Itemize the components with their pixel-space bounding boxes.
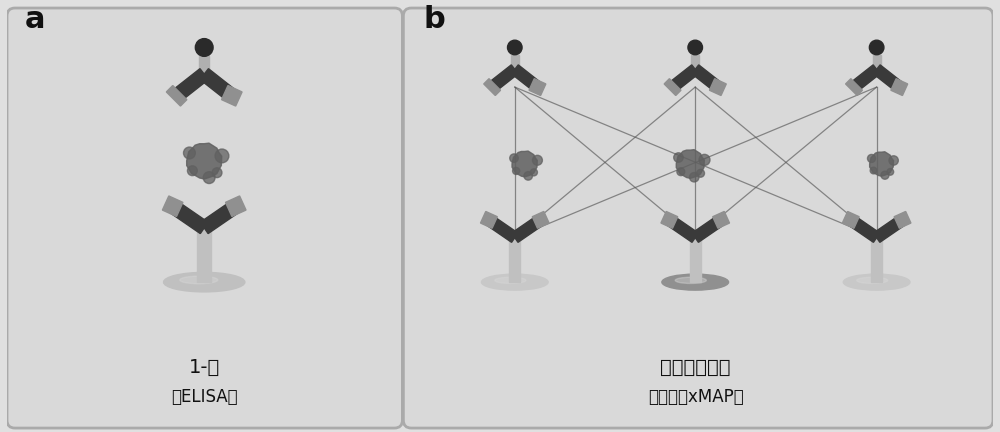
Polygon shape [512, 151, 537, 177]
Polygon shape [894, 212, 911, 228]
Polygon shape [489, 65, 518, 92]
Circle shape [530, 169, 537, 176]
Polygon shape [166, 86, 187, 106]
Polygon shape [691, 55, 699, 69]
Circle shape [889, 156, 898, 165]
Polygon shape [481, 212, 497, 228]
Circle shape [212, 168, 222, 178]
Circle shape [195, 38, 213, 56]
Polygon shape [200, 69, 236, 101]
Circle shape [513, 167, 520, 175]
Text: 多重交叉反应: 多重交叉反应 [660, 359, 731, 378]
Ellipse shape [675, 277, 706, 283]
Text: （ELISA）: （ELISA） [171, 388, 238, 407]
Polygon shape [187, 143, 222, 179]
Ellipse shape [843, 274, 910, 290]
Text: 1-重: 1-重 [189, 359, 220, 378]
Circle shape [215, 149, 229, 163]
Polygon shape [848, 215, 880, 242]
Polygon shape [669, 65, 699, 92]
Ellipse shape [481, 274, 548, 290]
Circle shape [699, 154, 710, 165]
Circle shape [677, 168, 685, 176]
Polygon shape [484, 79, 501, 95]
Polygon shape [197, 228, 211, 282]
Polygon shape [509, 238, 520, 282]
Ellipse shape [662, 274, 729, 290]
Circle shape [674, 153, 683, 162]
Ellipse shape [180, 276, 218, 284]
Polygon shape [226, 196, 246, 216]
Polygon shape [842, 212, 859, 228]
Circle shape [532, 155, 542, 165]
Polygon shape [873, 55, 881, 69]
FancyBboxPatch shape [403, 8, 993, 428]
Polygon shape [532, 212, 549, 228]
Polygon shape [512, 215, 544, 242]
Text: b: b [423, 5, 445, 34]
Polygon shape [873, 65, 903, 92]
Polygon shape [846, 79, 862, 95]
Circle shape [187, 166, 197, 176]
Text: （例如，xMAP）: （例如，xMAP） [648, 388, 744, 407]
Polygon shape [709, 79, 726, 95]
Polygon shape [873, 215, 906, 242]
Circle shape [688, 40, 702, 55]
Polygon shape [172, 69, 208, 101]
Polygon shape [871, 238, 882, 282]
Circle shape [510, 154, 518, 162]
Polygon shape [870, 152, 893, 176]
Ellipse shape [495, 277, 526, 283]
Polygon shape [713, 212, 730, 228]
Polygon shape [511, 65, 541, 92]
Circle shape [887, 168, 894, 175]
Polygon shape [664, 79, 681, 95]
Circle shape [508, 40, 522, 55]
Polygon shape [692, 215, 724, 242]
Polygon shape [169, 200, 208, 234]
Polygon shape [676, 149, 704, 178]
Circle shape [184, 147, 195, 159]
FancyBboxPatch shape [7, 8, 402, 428]
Ellipse shape [164, 272, 245, 292]
Polygon shape [511, 55, 519, 69]
Circle shape [881, 171, 889, 179]
Circle shape [869, 40, 884, 55]
Polygon shape [690, 238, 701, 282]
Polygon shape [162, 196, 183, 216]
Ellipse shape [857, 277, 888, 283]
Circle shape [867, 154, 876, 162]
Polygon shape [661, 212, 678, 228]
Polygon shape [200, 200, 240, 234]
Polygon shape [222, 86, 242, 106]
Polygon shape [851, 65, 880, 92]
Polygon shape [891, 79, 908, 95]
Polygon shape [692, 65, 721, 92]
Text: a: a [25, 5, 45, 34]
Circle shape [524, 172, 532, 180]
Polygon shape [529, 79, 546, 95]
Polygon shape [486, 215, 518, 242]
Circle shape [697, 169, 704, 177]
Circle shape [690, 172, 699, 182]
Polygon shape [666, 215, 698, 242]
Polygon shape [199, 56, 209, 74]
Circle shape [203, 172, 215, 184]
Circle shape [870, 167, 877, 174]
